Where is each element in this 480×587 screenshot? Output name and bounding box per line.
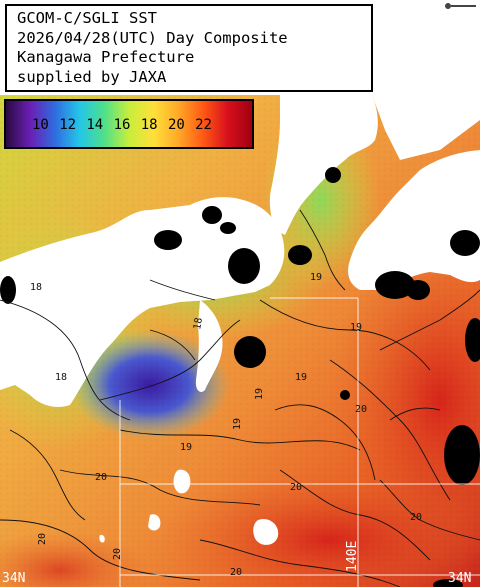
no-data-4 xyxy=(234,336,266,368)
no-data-13 xyxy=(325,167,341,183)
scale-label: 18 xyxy=(141,117,168,133)
contour-label: 19 xyxy=(232,418,243,430)
scale-label: 12 xyxy=(59,117,86,133)
contour-label: 20 xyxy=(410,512,422,523)
contour-label: 20 xyxy=(230,567,242,578)
contour-label: 19 xyxy=(180,442,192,453)
no-data-5 xyxy=(288,245,312,265)
contour-label: 19 xyxy=(254,388,265,400)
no-data-11 xyxy=(450,230,480,256)
contour-label: 18 xyxy=(192,317,205,331)
no-data-12 xyxy=(220,222,236,234)
no-data-1 xyxy=(228,248,260,284)
islet-oshima xyxy=(174,470,191,494)
pin-icon xyxy=(442,2,478,14)
scale-label: 22 xyxy=(195,117,222,133)
contour-label: 18 xyxy=(30,282,42,293)
scale-label: 14 xyxy=(86,117,113,133)
scale-label: 16 xyxy=(114,117,141,133)
no-data-7 xyxy=(444,425,480,485)
contour-label: 19 xyxy=(310,272,322,283)
color-scale-labels: 10 12 14 16 18 20 22 xyxy=(32,117,222,133)
contour-label: 20 xyxy=(95,472,107,483)
title-box: GCOM-C/SGLI SST 2026/04/28(UTC) Day Comp… xyxy=(5,4,373,92)
color-scale: 10 12 14 16 18 20 22 xyxy=(4,99,254,149)
no-data-3 xyxy=(154,230,182,250)
scale-label: 20 xyxy=(168,117,195,133)
scale-label: 10 xyxy=(32,117,59,133)
title-product: GCOM-C/SGLI SST xyxy=(17,9,371,29)
contour-label: 20 xyxy=(290,482,302,493)
corner-lat-label: 34N xyxy=(448,571,471,586)
no-data-15 xyxy=(340,390,350,400)
no-data-6 xyxy=(0,276,16,304)
longitude-label: 140E xyxy=(345,541,360,572)
contour-label: 20 xyxy=(37,533,48,545)
no-data-10 xyxy=(406,280,430,300)
contour-label: 20 xyxy=(112,548,123,560)
title-date: 2026/04/28(UTC) Day Composite xyxy=(17,29,371,49)
contour-label: 19 xyxy=(295,372,307,383)
no-data-2 xyxy=(202,206,222,224)
latitude-label: 34N xyxy=(2,571,25,586)
contour-label: 19 xyxy=(350,322,362,333)
contour-label: 20 xyxy=(355,404,367,415)
title-credit: supplied by JAXA xyxy=(17,68,371,88)
contour-label: 18 xyxy=(55,372,67,383)
title-region: Kanagawa Prefecture xyxy=(17,48,371,68)
